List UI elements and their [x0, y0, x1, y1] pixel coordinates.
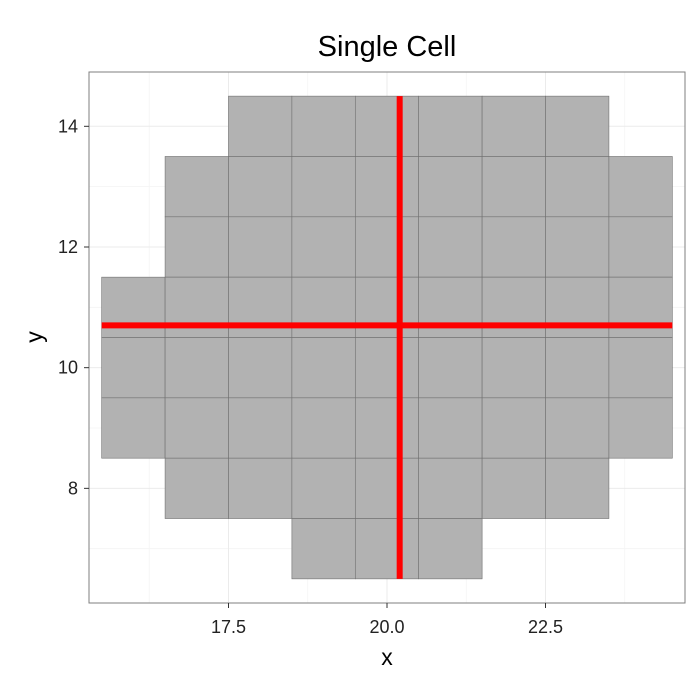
tile [164, 216, 229, 278]
tile [481, 457, 546, 519]
tile [228, 457, 293, 519]
tile [164, 457, 229, 519]
tile [608, 276, 673, 338]
y-tick-label: 12 [58, 237, 78, 257]
tile [608, 337, 673, 399]
y-tick-label: 8 [68, 478, 78, 498]
tile [291, 518, 356, 580]
tile [228, 337, 293, 399]
tile [354, 457, 420, 519]
crosshair-lines [101, 96, 673, 579]
tile [164, 276, 229, 338]
tile [545, 337, 610, 399]
tile [291, 397, 356, 459]
tile [545, 95, 610, 157]
tile [481, 276, 546, 338]
tile [418, 216, 483, 278]
tile [354, 156, 420, 218]
x-tick-label: 22.5 [528, 617, 563, 637]
tile [418, 276, 483, 338]
tile [545, 216, 610, 278]
tile [608, 156, 673, 218]
tile [291, 216, 356, 278]
tile [418, 457, 483, 519]
tile [481, 337, 546, 399]
tile [291, 156, 356, 218]
y-tick-label: 14 [58, 116, 78, 136]
axes: 17.5 20.0 22.5 8 10 12 14 [58, 116, 563, 637]
tile [354, 337, 420, 399]
tile [608, 216, 673, 278]
tile [354, 518, 420, 580]
tile [354, 276, 420, 338]
tile-layer [101, 95, 673, 580]
tile [291, 95, 356, 157]
tile [291, 457, 356, 519]
tile [101, 337, 166, 399]
tile [418, 518, 483, 580]
tile [481, 156, 546, 218]
tile [481, 397, 546, 459]
tile [354, 95, 420, 157]
chart-title: Single Cell [318, 31, 457, 63]
tile [101, 276, 166, 338]
tile [228, 95, 293, 157]
tile [291, 337, 356, 399]
tile [164, 156, 229, 218]
tile [545, 276, 610, 338]
x-tick-label: 20.0 [369, 617, 404, 637]
tile [291, 276, 356, 338]
tile [418, 397, 483, 459]
tile [354, 397, 420, 459]
tile [418, 156, 483, 218]
tile [608, 397, 673, 459]
x-axis-title: x [381, 644, 393, 670]
tile [354, 216, 420, 278]
tile [481, 216, 546, 278]
tile [101, 397, 166, 459]
tile [418, 95, 483, 157]
tile [228, 216, 293, 278]
tile [228, 397, 293, 459]
tile [481, 95, 546, 157]
x-tick-label: 17.5 [211, 617, 246, 637]
tile [545, 156, 610, 218]
y-axis-title: y [21, 331, 47, 343]
tile [164, 337, 229, 399]
tile [418, 337, 483, 399]
tile [164, 397, 229, 459]
tile [545, 397, 610, 459]
y-tick-label: 10 [58, 358, 78, 378]
tile [545, 457, 610, 519]
tile [228, 156, 293, 218]
tile [228, 276, 293, 338]
